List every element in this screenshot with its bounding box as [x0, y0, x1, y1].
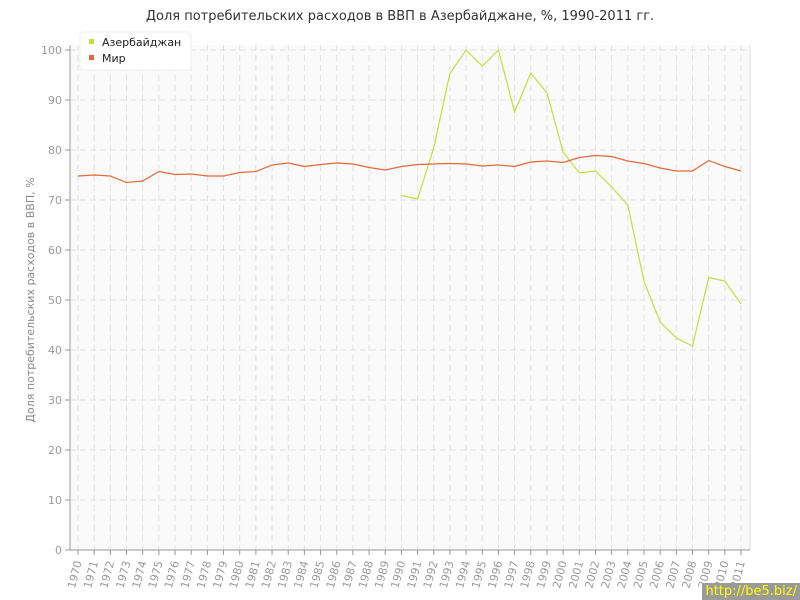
y-tick-label: 90: [48, 94, 62, 107]
plot-area: [70, 45, 750, 550]
y-tick-label: 10: [48, 494, 62, 507]
y-tick-label: 100: [41, 44, 62, 57]
chart-title: Доля потребительских расходов в ВВП в Аз…: [145, 9, 655, 24]
y-tick-label: 60: [48, 244, 62, 257]
series-line-azerbaijan: [401, 48, 742, 347]
y-tick-label: 30: [48, 394, 62, 407]
y-tick-label: 20: [48, 444, 62, 457]
legend-box: [79, 31, 192, 71]
legend-swatch: [89, 55, 94, 60]
y-tick-label: 70: [48, 194, 62, 207]
legend: Азербайджан Мир: [79, 31, 192, 71]
legend-label: Мир: [102, 52, 126, 65]
y-tick-label: 80: [48, 144, 62, 157]
y-tick-label: 50: [48, 294, 62, 307]
y-tick-label: 40: [48, 344, 62, 357]
legend-label: Азербайджан: [102, 36, 181, 49]
series-line-world: [77, 154, 742, 184]
legend-swatch: [89, 39, 94, 44]
y-tick-label: 0: [55, 544, 62, 557]
y-axis-label: Доля потребительских расходов в ВВП, %: [24, 177, 37, 422]
watermark-link[interactable]: http://be5.biz/: [702, 583, 800, 600]
